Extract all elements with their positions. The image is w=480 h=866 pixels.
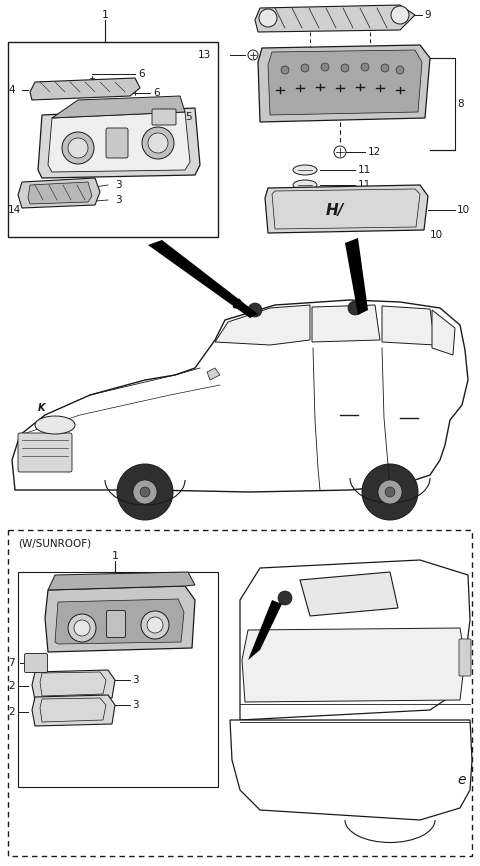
- Polygon shape: [148, 240, 258, 318]
- Ellipse shape: [293, 165, 317, 175]
- Polygon shape: [52, 96, 185, 118]
- Polygon shape: [432, 310, 455, 355]
- Circle shape: [34, 683, 40, 689]
- Text: 2: 2: [8, 707, 14, 717]
- Text: 6: 6: [138, 69, 144, 79]
- Ellipse shape: [293, 180, 317, 190]
- Ellipse shape: [35, 416, 75, 434]
- Circle shape: [62, 132, 94, 164]
- Bar: [8, 530, 472, 856]
- Polygon shape: [230, 720, 472, 820]
- Text: 11: 11: [358, 165, 371, 175]
- Text: 6: 6: [153, 88, 160, 98]
- Text: 8: 8: [457, 99, 464, 109]
- FancyBboxPatch shape: [24, 654, 48, 673]
- Polygon shape: [215, 305, 310, 345]
- Polygon shape: [248, 600, 282, 660]
- Polygon shape: [32, 695, 115, 726]
- Text: 6: 6: [168, 573, 175, 583]
- Text: 3: 3: [132, 700, 139, 710]
- Circle shape: [36, 710, 38, 714]
- Circle shape: [142, 127, 174, 159]
- Polygon shape: [255, 5, 415, 32]
- Text: 14: 14: [8, 205, 21, 215]
- Ellipse shape: [74, 185, 86, 191]
- Circle shape: [74, 620, 90, 636]
- Circle shape: [147, 617, 163, 633]
- Text: 1: 1: [111, 551, 119, 561]
- Polygon shape: [312, 305, 380, 342]
- FancyBboxPatch shape: [152, 109, 176, 125]
- Text: e: e: [458, 773, 466, 787]
- Polygon shape: [242, 628, 465, 702]
- Circle shape: [133, 480, 157, 504]
- Polygon shape: [207, 368, 220, 380]
- Circle shape: [281, 66, 289, 74]
- FancyBboxPatch shape: [18, 433, 72, 472]
- Circle shape: [341, 64, 349, 72]
- Text: 10: 10: [457, 205, 470, 215]
- Circle shape: [361, 63, 369, 71]
- FancyBboxPatch shape: [459, 639, 471, 676]
- Text: 4: 4: [8, 85, 14, 95]
- Polygon shape: [268, 50, 422, 115]
- Circle shape: [140, 487, 150, 497]
- Polygon shape: [300, 572, 398, 616]
- Polygon shape: [382, 306, 435, 345]
- FancyBboxPatch shape: [106, 128, 128, 158]
- Ellipse shape: [69, 199, 81, 205]
- Text: 5: 5: [185, 112, 192, 122]
- Text: 3: 3: [115, 180, 121, 190]
- Circle shape: [141, 611, 169, 639]
- Circle shape: [259, 9, 277, 27]
- Text: (W/SUNROOF): (W/SUNROOF): [18, 538, 91, 548]
- FancyBboxPatch shape: [107, 611, 125, 637]
- Polygon shape: [265, 185, 428, 233]
- Circle shape: [378, 480, 402, 504]
- Text: 11: 11: [358, 180, 371, 190]
- Polygon shape: [345, 238, 368, 315]
- Text: 13: 13: [198, 50, 211, 60]
- Circle shape: [68, 614, 96, 642]
- Polygon shape: [30, 78, 140, 100]
- Polygon shape: [55, 599, 184, 644]
- Bar: [8, 42, 218, 237]
- Circle shape: [117, 464, 173, 520]
- Text: 7: 7: [8, 658, 14, 668]
- Circle shape: [248, 303, 262, 317]
- Polygon shape: [18, 178, 100, 208]
- Circle shape: [362, 464, 418, 520]
- Text: 10: 10: [430, 230, 443, 240]
- Polygon shape: [12, 300, 468, 492]
- Circle shape: [385, 487, 395, 497]
- Polygon shape: [32, 670, 115, 700]
- Polygon shape: [38, 108, 200, 178]
- Bar: [18, 572, 218, 787]
- Polygon shape: [45, 586, 195, 652]
- Circle shape: [391, 6, 409, 24]
- Text: 12: 12: [368, 147, 381, 157]
- Polygon shape: [240, 560, 470, 720]
- Text: H/: H/: [326, 203, 344, 217]
- Circle shape: [381, 64, 389, 72]
- Circle shape: [34, 709, 40, 715]
- Circle shape: [396, 66, 404, 74]
- Polygon shape: [28, 182, 92, 204]
- Circle shape: [348, 301, 362, 315]
- Circle shape: [148, 133, 168, 153]
- Circle shape: [301, 64, 309, 72]
- Polygon shape: [48, 112, 190, 172]
- Circle shape: [36, 684, 38, 688]
- Polygon shape: [258, 45, 430, 122]
- Polygon shape: [48, 572, 195, 590]
- Circle shape: [278, 591, 292, 605]
- Text: 1: 1: [101, 10, 108, 20]
- Text: 2: 2: [8, 681, 14, 691]
- Text: 3: 3: [132, 675, 139, 685]
- Text: 9: 9: [424, 10, 431, 20]
- Text: K: K: [38, 403, 46, 413]
- Circle shape: [68, 138, 88, 158]
- Circle shape: [321, 63, 329, 71]
- Text: 3: 3: [115, 195, 121, 205]
